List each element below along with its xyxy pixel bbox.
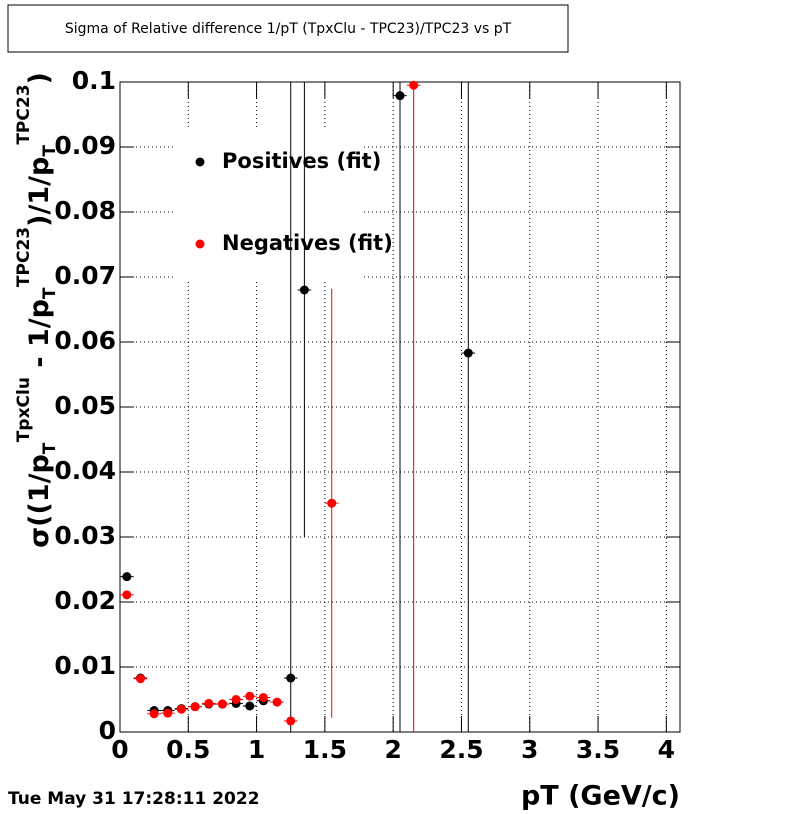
point <box>190 702 200 712</box>
point <box>286 673 296 683</box>
y-axis-label-part: TPC23 <box>14 227 34 287</box>
point <box>204 698 214 708</box>
legend-marker <box>195 157 205 167</box>
x-tick-label: 1.5 <box>303 735 347 764</box>
y-tick-label: 0.08 <box>54 196 116 225</box>
y-axis-label-part: T <box>40 145 60 157</box>
y-tick-label: 0.05 <box>54 391 116 420</box>
y-tick-label: 0.02 <box>54 586 116 615</box>
point <box>176 704 186 714</box>
y-tick-label: 0.06 <box>54 326 116 355</box>
point <box>245 691 255 701</box>
point <box>463 348 473 358</box>
legend-label: Negatives (fit) <box>222 231 393 255</box>
x-tick-label: 0 <box>111 735 128 764</box>
point <box>149 709 159 719</box>
y-axis-label-part: σ((1/p <box>24 454 55 548</box>
x-tick-label: 3 <box>521 735 538 764</box>
x-tick-label: 0.5 <box>166 735 210 764</box>
y-tick-label: 0.04 <box>54 456 116 485</box>
legend-marker <box>195 239 205 249</box>
y-axis-label-part: )/1/p <box>24 157 55 227</box>
point <box>395 91 405 101</box>
point <box>122 590 132 600</box>
y-axis-label-part: T <box>40 287 60 299</box>
point <box>272 697 282 707</box>
x-tick-label: 3.5 <box>576 735 620 764</box>
point <box>135 674 145 684</box>
point <box>163 708 173 718</box>
y-axis-label-part: ) <box>24 72 55 84</box>
y-axis-label-part: TPC23 <box>14 84 34 144</box>
legend-box <box>176 130 362 280</box>
point <box>217 699 227 709</box>
x-tick-label: 4 <box>658 735 675 764</box>
x-axis-label: pT (GeV/c) <box>521 781 680 812</box>
x-tick-label: 1 <box>248 735 265 764</box>
point <box>286 716 296 726</box>
y-tick-label: 0.01 <box>54 651 116 680</box>
y-tick-label: 0.09 <box>54 131 116 160</box>
point <box>258 693 268 703</box>
y-tick-label: 0 <box>99 716 116 745</box>
y-axis-label-part: TpxClu <box>14 377 34 442</box>
y-axis-label-part: - 1/p <box>24 299 55 377</box>
point <box>299 285 309 295</box>
chart-title: Sigma of Relative difference 1/pT (TpxCl… <box>65 21 512 37</box>
y-axis-label-part: T <box>40 442 60 454</box>
title-box <box>7 4 569 53</box>
timestamp: Tue May 31 17:28:11 2022 <box>8 789 260 809</box>
legend-label: Positives (fit) <box>222 149 381 173</box>
point <box>409 80 419 90</box>
point <box>231 695 241 704</box>
y-tick-label: 0.1 <box>72 66 116 95</box>
point <box>327 498 337 508</box>
x-tick-label: 2 <box>384 735 401 764</box>
y-tick-label: 0.07 <box>54 261 116 290</box>
point <box>122 572 132 582</box>
y-tick-label: 0.03 <box>54 521 116 550</box>
y-axis-label: σ((1/pTTpxClu - 1/pTTPC23)/1/pTTPC23) <box>14 72 60 548</box>
x-tick-label: 2.5 <box>439 735 483 764</box>
point <box>245 701 255 711</box>
